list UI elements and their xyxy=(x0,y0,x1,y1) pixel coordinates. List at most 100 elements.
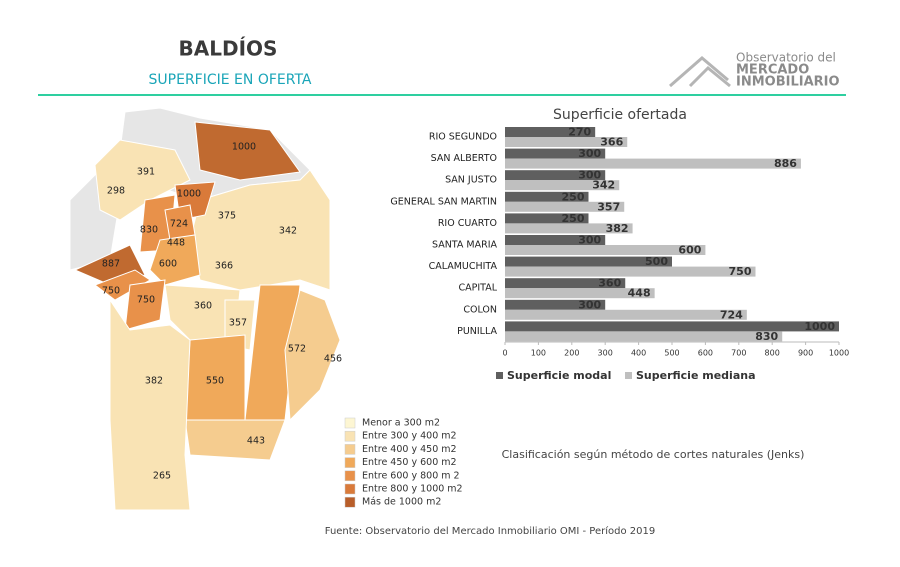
category-label: CALAMUCHITA xyxy=(429,261,498,272)
legend-label: Más de 1000 m2 xyxy=(362,497,441,508)
region-label: 550 xyxy=(206,376,224,387)
legend-label: Entre 600 y 800 m 2 xyxy=(362,470,460,481)
x-tick-label: 1000 xyxy=(829,349,849,358)
value-label: 270 xyxy=(568,126,591,139)
region-label: 342 xyxy=(279,226,297,237)
region-label: 375 xyxy=(218,211,236,222)
value-label: 300 xyxy=(578,169,601,182)
category-label: PUNILLA xyxy=(457,326,497,337)
value-label: 300 xyxy=(578,234,601,247)
value-label: 1000 xyxy=(804,320,835,333)
value-label: 300 xyxy=(578,147,601,160)
bar xyxy=(505,180,620,191)
value-label: 357 xyxy=(597,200,620,213)
x-tick-label: 400 xyxy=(631,349,646,358)
legend-swatch xyxy=(344,496,356,508)
category-label: RIO SEGUNDO xyxy=(429,132,497,143)
bar xyxy=(505,148,606,159)
logo-line: Observatorio del xyxy=(736,51,836,65)
bar xyxy=(505,137,628,147)
value-label: 886 xyxy=(774,157,797,170)
value-label: 360 xyxy=(598,277,621,290)
bar xyxy=(505,331,783,342)
value-label: 300 xyxy=(578,298,601,311)
bar xyxy=(505,309,747,320)
region-label: 265 xyxy=(153,471,171,482)
category-label: RIO CUARTO xyxy=(438,218,497,229)
value-label: 366 xyxy=(600,136,623,149)
legend-swatch xyxy=(344,417,356,429)
subtitle: SUPERFICIE EN OFERTA xyxy=(149,72,312,88)
bar xyxy=(505,201,625,212)
bar xyxy=(505,321,839,332)
bar xyxy=(505,213,589,224)
legend-swatch xyxy=(625,372,632,379)
region-label: 724 xyxy=(170,219,188,230)
legend-label: Entre 800 y 1000 m2 xyxy=(362,484,463,495)
region-label: 750 xyxy=(137,295,155,306)
region-label: 600 xyxy=(159,259,177,270)
region-label: 448 xyxy=(167,238,185,249)
region-label: 572 xyxy=(288,344,306,355)
region-label: 750 xyxy=(102,286,120,297)
legend-swatch xyxy=(344,444,356,455)
map: 1000 391 298 1000 375 342 830 724 448 887 600 366 75… xyxy=(69,107,342,511)
legend-swatch xyxy=(344,457,356,468)
bar xyxy=(505,158,801,169)
legend-label: Entre 400 y 450 m2 xyxy=(362,444,457,455)
method-note: Clasificación según método de cortes nat… xyxy=(502,448,805,461)
logo-line: MERCADO xyxy=(736,63,809,78)
legend-swatch xyxy=(344,470,356,482)
category-label: SAN JUSTO xyxy=(445,175,497,186)
bar xyxy=(505,299,606,310)
bar xyxy=(505,223,633,234)
value-label: 382 xyxy=(606,222,629,235)
bar xyxy=(505,266,756,277)
category-label: CAPITAL xyxy=(458,283,497,294)
region-label: 298 xyxy=(107,186,125,197)
value-label: 600 xyxy=(678,244,701,257)
logo-line: INMOBILIARIO xyxy=(736,75,840,90)
category-label: SANTA MARIA xyxy=(432,240,497,251)
x-tick-label: 500 xyxy=(664,349,679,358)
region-label: 443 xyxy=(247,436,265,447)
value-label: 500 xyxy=(645,255,668,268)
region-label: 456 xyxy=(324,354,342,365)
logo: Observatorio del MERCADO INMOBILIARIO xyxy=(669,51,840,90)
x-tick-label: 200 xyxy=(564,349,579,358)
bar xyxy=(505,235,606,245)
value-label: 750 xyxy=(729,265,752,278)
bar xyxy=(505,256,672,267)
x-tick-label: 900 xyxy=(798,349,813,358)
region-label: 366 xyxy=(215,261,233,272)
x-tick-label: 0 xyxy=(502,349,507,358)
bar xyxy=(505,170,606,181)
region-label: 357 xyxy=(229,318,247,329)
bar xyxy=(505,288,655,299)
value-label: 250 xyxy=(562,212,585,225)
value-label: 830 xyxy=(755,330,778,343)
title: BALDÍOS xyxy=(179,37,278,61)
legend-label: Superficie mediana xyxy=(636,369,756,382)
legend-label: Menor a 300 m2 xyxy=(362,418,440,429)
region-label: 830 xyxy=(140,225,158,236)
x-tick-label: 300 xyxy=(598,349,613,358)
legend-swatch xyxy=(344,483,356,495)
value-label: 448 xyxy=(628,287,651,300)
bar xyxy=(505,127,596,137)
legend-label: Entre 450 y 600 m2 xyxy=(362,457,457,468)
region-label: 887 xyxy=(102,259,120,270)
category-label: GENERAL SAN MARTIN xyxy=(390,196,497,207)
region-label: 1000 xyxy=(177,189,201,200)
value-label: 342 xyxy=(592,179,615,192)
bar xyxy=(505,191,589,202)
legend-swatch xyxy=(496,372,503,379)
category-label: SAN ALBERTO xyxy=(431,153,497,164)
bar xyxy=(505,278,626,289)
value-label: 250 xyxy=(562,190,585,203)
value-label: 724 xyxy=(720,308,743,321)
region-label: 391 xyxy=(137,167,155,178)
x-tick-label: 600 xyxy=(698,349,713,358)
legend-swatch xyxy=(344,430,356,442)
